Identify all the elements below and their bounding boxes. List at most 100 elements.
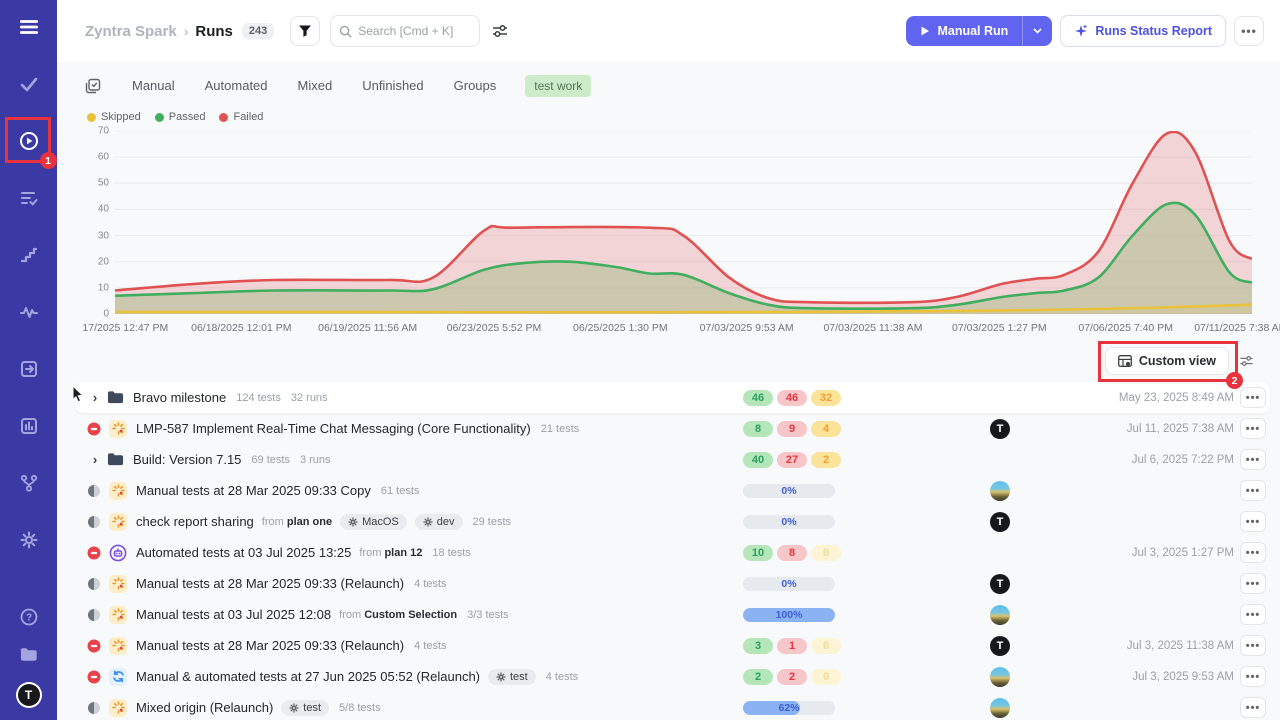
row-more-button[interactable]: ••• bbox=[1240, 604, 1266, 625]
tab-automated[interactable]: Automated bbox=[204, 78, 268, 93]
search-input[interactable] bbox=[358, 24, 469, 38]
run-meta: 61 tests bbox=[380, 484, 420, 497]
assignee-avatar[interactable] bbox=[990, 697, 1010, 718]
row-more-button[interactable]: ••• bbox=[1240, 449, 1266, 470]
run-row[interactable]: Manual tests at 03 Jul 2025 12:08 from Cu… bbox=[75, 599, 1270, 630]
assignee-avatar[interactable]: T bbox=[990, 635, 1010, 656]
run-title[interactable]: Mixed origin (Relaunch) bbox=[136, 700, 274, 715]
row-more-button[interactable]: ••• bbox=[1240, 480, 1266, 501]
legend-item-skipped[interactable]: Skipped bbox=[87, 111, 141, 123]
assignee-avatar[interactable] bbox=[990, 480, 1010, 501]
y-tick-label: 40 bbox=[97, 203, 109, 215]
run-title[interactable]: Build: Version 7.15 bbox=[133, 452, 242, 467]
pulse-icon bbox=[19, 302, 39, 322]
tab-unfinished[interactable]: Unfinished bbox=[362, 78, 424, 93]
sidebar-item-play-circle[interactable]: 1 bbox=[4, 117, 57, 169]
run-title[interactable]: Manual & automated tests at 27 Jun 2025 … bbox=[136, 669, 480, 684]
play-icon bbox=[921, 26, 930, 36]
tab-groups[interactable]: Groups bbox=[453, 78, 497, 93]
run-title[interactable]: Automated tests at 03 Jul 2025 13:25 bbox=[136, 545, 352, 560]
row-more-button[interactable]: ••• bbox=[1240, 511, 1266, 532]
x-tick-label: 07/11/2025 7:38 AM bbox=[1194, 322, 1280, 334]
legend-item-passed[interactable]: Passed bbox=[154, 111, 206, 123]
sidebar-item-list-check[interactable] bbox=[10, 179, 48, 217]
group-row[interactable]: › Build: Version 7.15 69 tests 3 runs 40 27… bbox=[75, 444, 1270, 475]
user-avatar[interactable]: T bbox=[15, 682, 42, 708]
manual-run-dropdown-chevron[interactable] bbox=[1022, 16, 1052, 46]
run-row[interactable]: Automated tests at 03 Jul 2025 13:25 from… bbox=[75, 537, 1270, 568]
select-all-icon[interactable] bbox=[85, 78, 101, 94]
manual-run-split-button[interactable]: Manual Run bbox=[906, 16, 1053, 46]
sidebar: 1 ? T bbox=[0, 0, 57, 720]
run-title[interactable]: Manual tests at 28 Mar 2025 09:33 Copy bbox=[136, 483, 371, 498]
filter-button[interactable] bbox=[290, 16, 321, 46]
assignee-avatar[interactable]: T bbox=[990, 418, 1010, 439]
branch-icon bbox=[19, 473, 39, 493]
hamburger-menu-icon[interactable] bbox=[18, 16, 40, 43]
active-filter-badge[interactable]: test work bbox=[525, 74, 592, 97]
help-icon[interactable]: ? bbox=[19, 607, 39, 627]
sidebar-item-bar-chart[interactable] bbox=[10, 407, 48, 445]
chart-canvas bbox=[114, 130, 1253, 315]
sidebar-item-branch[interactable] bbox=[10, 464, 48, 502]
config-tag[interactable]: test bbox=[488, 668, 536, 685]
list-settings-sliders-icon[interactable] bbox=[1239, 354, 1254, 368]
run-title[interactable]: Manual tests at 28 Mar 2025 09:33 (Relau… bbox=[136, 576, 405, 591]
run-title[interactable]: LMP-587 Implement Real-Time Chat Messagi… bbox=[136, 421, 531, 436]
sidebar-item-pulse[interactable] bbox=[10, 293, 48, 331]
run-row[interactable]: check report sharing from plan one MacOS de… bbox=[75, 506, 1270, 537]
legend-label: Skipped bbox=[101, 111, 141, 123]
run-status-in-progress-icon bbox=[87, 577, 101, 591]
tab-mixed[interactable]: Mixed bbox=[297, 78, 333, 93]
sidebar-item-gear[interactable] bbox=[10, 521, 48, 559]
projects-folder-icon[interactable] bbox=[18, 644, 39, 665]
run-row[interactable]: Manual tests at 28 Mar 2025 09:33 (Relau… bbox=[75, 568, 1270, 599]
config-tag[interactable]: dev bbox=[414, 513, 463, 530]
chart-plot-area[interactable]: 0 10 20 30 40 50 60 70 bbox=[98, 126, 1253, 320]
run-row[interactable]: Manual tests at 28 Mar 2025 09:33 (Relau… bbox=[75, 630, 1270, 661]
run-title[interactable]: check report sharing bbox=[136, 514, 254, 529]
config-tag[interactable]: test bbox=[281, 699, 330, 716]
assignee-avatar[interactable] bbox=[990, 604, 1010, 625]
tab-manual[interactable]: Manual bbox=[132, 78, 175, 93]
expand-chevron-icon[interactable]: › bbox=[92, 452, 98, 467]
sidebar-item-steps[interactable] bbox=[10, 236, 48, 274]
row-more-button[interactable]: ••• bbox=[1240, 542, 1266, 563]
row-more-button[interactable]: ••• bbox=[1240, 666, 1266, 687]
runs-status-report-button[interactable]: Runs Status Report bbox=[1060, 15, 1226, 47]
run-title[interactable]: Manual tests at 28 Mar 2025 09:33 (Relau… bbox=[136, 638, 405, 653]
search-settings-sliders-icon[interactable] bbox=[492, 23, 508, 39]
row-more-button[interactable]: ••• bbox=[1240, 697, 1266, 718]
sidebar-item-import[interactable] bbox=[10, 350, 48, 388]
runs-count-badge: 243 bbox=[241, 23, 275, 39]
progress-label: 0% bbox=[781, 515, 797, 528]
legend-item-failed[interactable]: Failed bbox=[219, 111, 263, 123]
y-tick-label: 20 bbox=[97, 256, 109, 268]
run-row[interactable]: LMP-587 Implement Real-Time Chat Messagi… bbox=[75, 413, 1270, 444]
expand-chevron-icon[interactable]: › bbox=[92, 390, 98, 405]
run-title[interactable]: Bravo milestone bbox=[133, 390, 227, 405]
header-more-button[interactable]: ••• bbox=[1234, 16, 1264, 46]
row-more-button[interactable]: ••• bbox=[1240, 635, 1266, 656]
run-row[interactable]: Manual & automated tests at 27 Jun 2025 … bbox=[75, 661, 1270, 692]
run-date: Jul 3, 2025 9:53 AM bbox=[1132, 670, 1234, 683]
row-more-button[interactable]: ••• bbox=[1240, 418, 1266, 439]
assignee-avatar[interactable]: T bbox=[990, 511, 1010, 532]
x-tick-label: 06/25/2025 1:30 PM bbox=[573, 322, 668, 334]
custom-view-button[interactable]: Custom view bbox=[1104, 347, 1229, 375]
config-tag[interactable]: MacOS bbox=[340, 513, 407, 530]
run-row[interactable]: Manual tests at 28 Mar 2025 09:33 Copy 61… bbox=[75, 475, 1270, 506]
run-row[interactable]: Mixed origin (Relaunch) test 5/8 tests 62%… bbox=[75, 692, 1270, 720]
run-from-plan: from plan one bbox=[261, 515, 333, 528]
x-tick-label: 07/03/2025 11:38 AM bbox=[823, 322, 923, 334]
run-title[interactable]: Manual tests at 03 Jul 2025 12:08 bbox=[136, 607, 332, 622]
assignee-avatar[interactable] bbox=[990, 666, 1010, 687]
search-box[interactable] bbox=[330, 15, 481, 47]
sidebar-item-check[interactable] bbox=[10, 65, 48, 103]
assignee-avatar[interactable]: T bbox=[990, 573, 1010, 594]
breadcrumb-project[interactable]: Zyntra Spark bbox=[85, 22, 177, 40]
row-more-button[interactable]: ••• bbox=[1240, 387, 1266, 408]
row-more-button[interactable]: ••• bbox=[1240, 573, 1266, 594]
group-row[interactable]: › Bravo milestone 124 tests 32 runs 46 46 3… bbox=[72, 382, 1270, 413]
legend-label: Passed bbox=[168, 111, 206, 123]
